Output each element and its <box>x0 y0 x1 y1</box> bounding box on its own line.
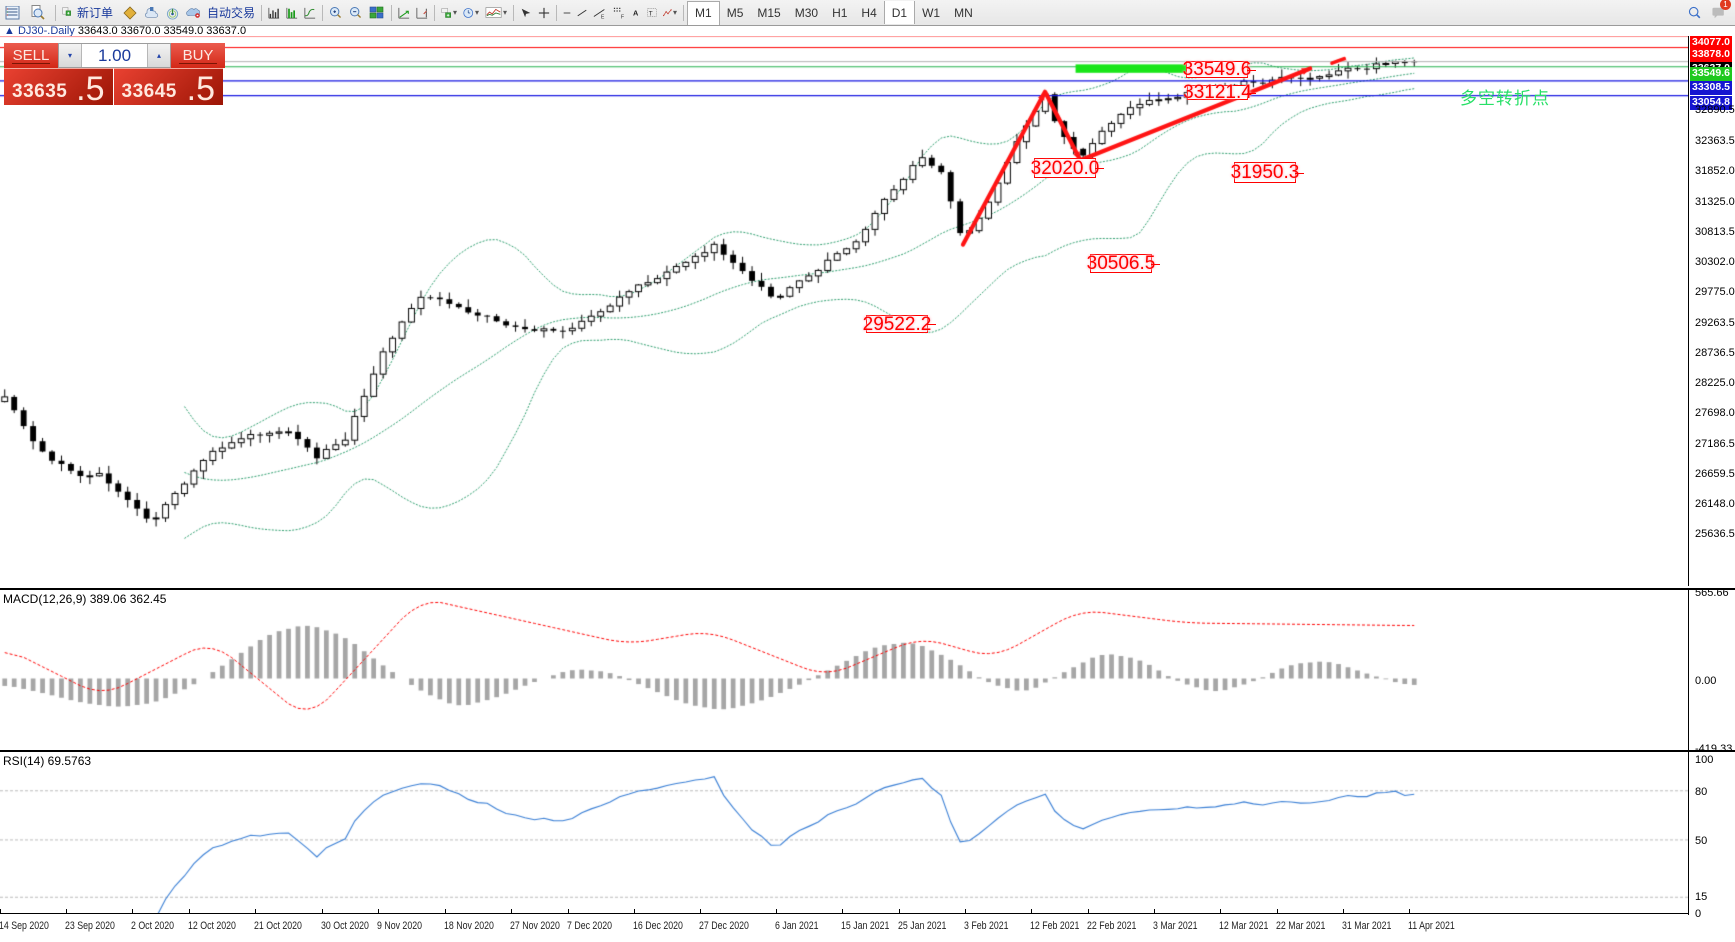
svg-text:F: F <box>621 14 624 20</box>
svg-text:T: T <box>649 10 653 17</box>
svg-text:E: E <box>601 14 605 20</box>
svg-text:A: A <box>633 8 639 17</box>
